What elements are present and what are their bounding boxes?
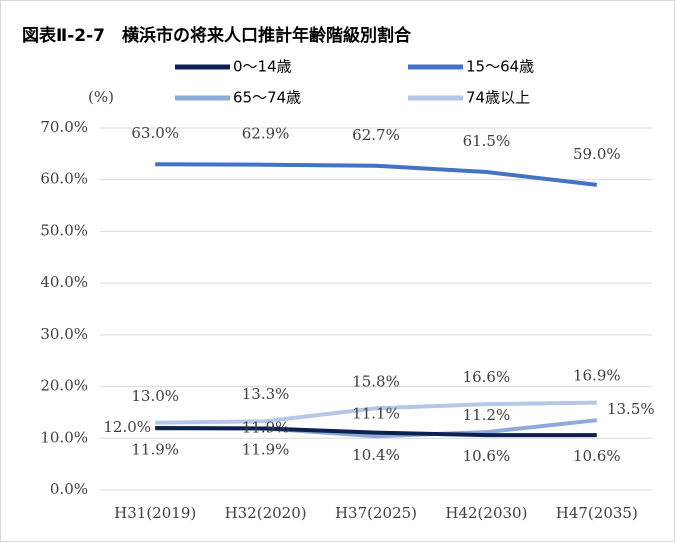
data-label: 11.9% [242, 440, 290, 458]
data-label: 10.6% [463, 447, 511, 465]
legend-label: 0〜14歳 [233, 58, 292, 76]
data-label: 11.1% [352, 405, 400, 423]
data-label: 12.0% [103, 418, 151, 436]
data-label: 11.2% [463, 406, 511, 424]
series-line [155, 425, 597, 438]
x-tick-label: H47(2035) [556, 504, 638, 522]
legend-label: 74歳以上 [466, 89, 530, 107]
data-label: 62.7% [352, 126, 400, 144]
y-tick-label: 40.0% [40, 273, 88, 291]
y-tick-label: 20.0% [40, 377, 88, 395]
x-tick-label: H37(2025) [335, 504, 417, 522]
x-tick-label: H31(2019) [114, 504, 196, 522]
data-label: 10.6% [573, 447, 621, 465]
data-label: 15.8% [352, 372, 400, 390]
data-label: 59.0% [573, 145, 621, 163]
series-line [155, 162, 598, 187]
data-label: 63.0% [131, 124, 179, 142]
y-tick-label: 70.0% [40, 118, 88, 136]
y-tick-label: 10.0% [40, 428, 88, 446]
data-label: 62.9% [242, 125, 290, 143]
data-label: 16.9% [573, 367, 621, 385]
data-label: 61.5% [463, 132, 511, 150]
legend-label: 65〜74歳 [233, 89, 301, 107]
x-tick-label: H42(2030) [445, 504, 527, 522]
legend-label: 15〜64歳 [466, 58, 534, 76]
series-line [155, 400, 597, 425]
y-tick-label: 50.0% [40, 221, 88, 239]
data-label: 13.3% [242, 385, 290, 403]
y-tick-label: 60.0% [40, 170, 88, 188]
y-axis-label: (%) [88, 88, 114, 106]
y-tick-label: 30.0% [40, 325, 88, 343]
data-label: 11.9% [242, 418, 290, 436]
chart-title: 図表Ⅱ-2-7 横浜市の将来人口推計年齢階級別割合 [22, 25, 412, 46]
data-label: 13.0% [131, 387, 179, 405]
data-label: 10.4% [352, 446, 400, 464]
data-label: 11.9% [131, 440, 179, 458]
data-label: 16.6% [463, 368, 511, 386]
y-tick-label: 0.0% [50, 480, 88, 498]
data-label: 13.5% [607, 400, 655, 418]
x-tick-label: H32(2020) [225, 504, 307, 522]
